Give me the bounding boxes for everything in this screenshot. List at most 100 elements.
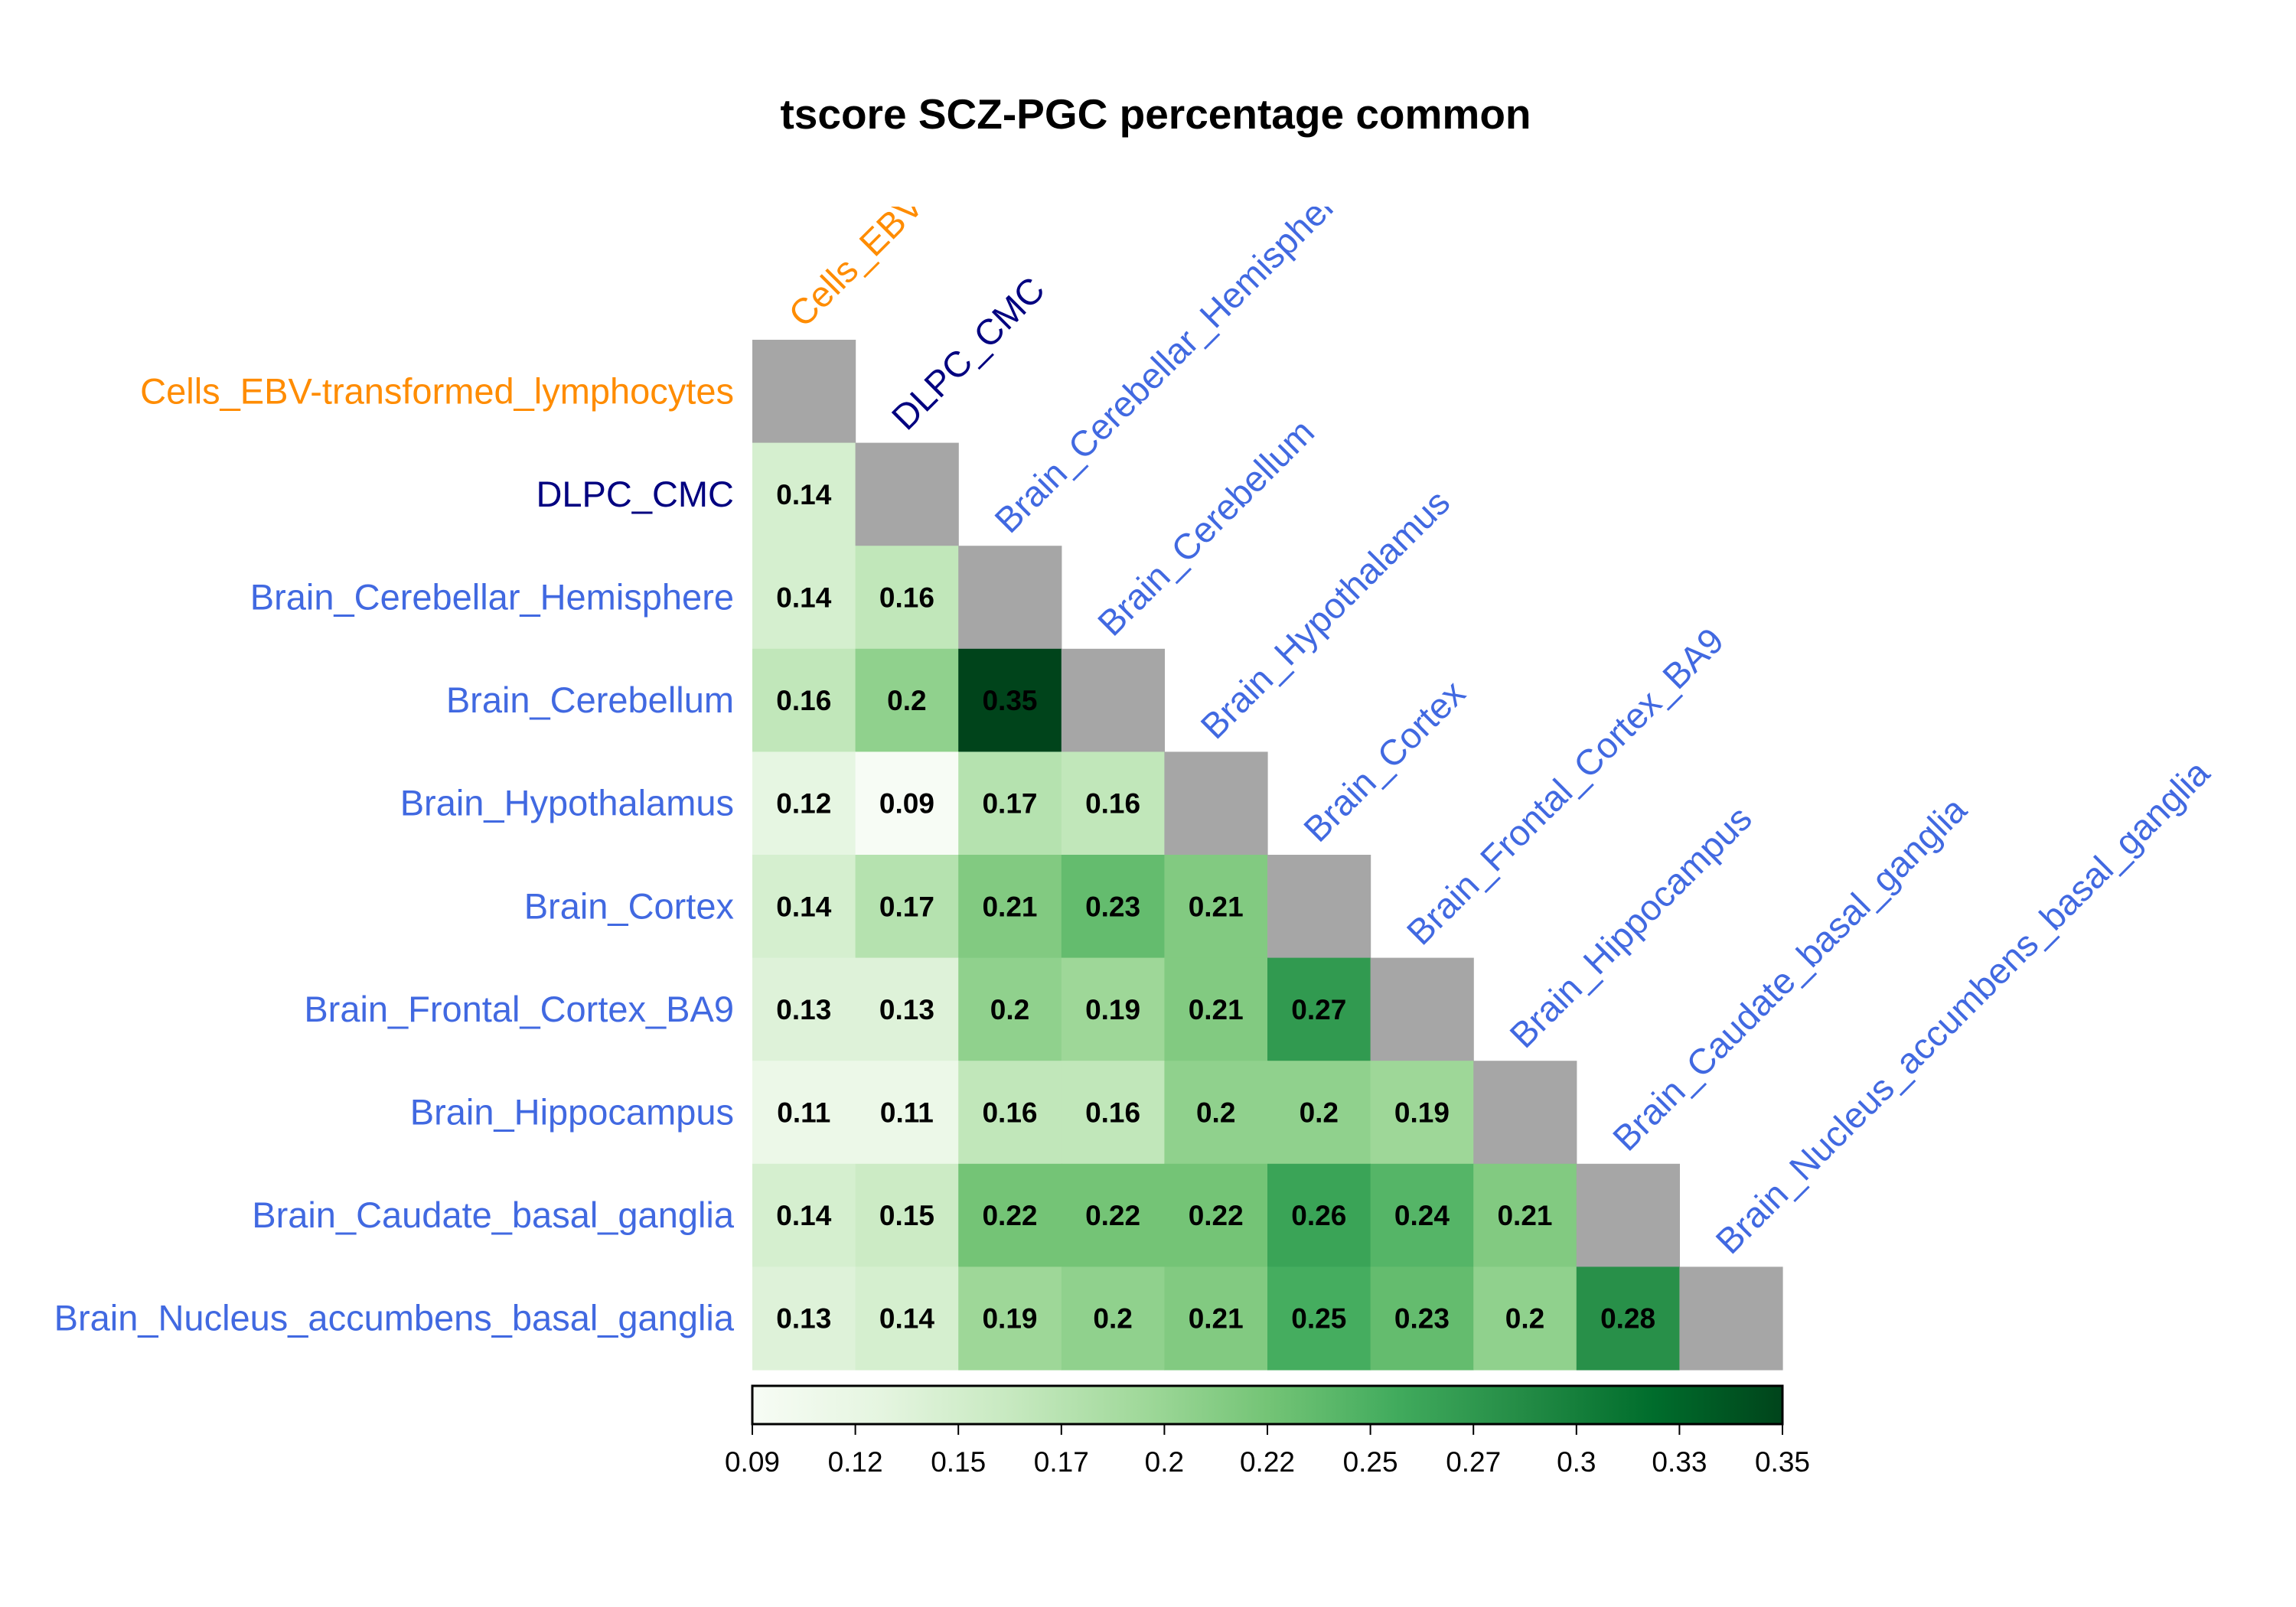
cell-value-label: 0.2 [1300,1097,1339,1129]
cell-value-label: 0.23 [1085,891,1140,922]
heatmap-cell [1473,1266,1577,1371]
heatmap-cell [855,751,959,856]
heatmap-cell [1370,1061,1474,1165]
cell-value-label: 0.2 [990,994,1029,1025]
column-label: Brain_Caudate_basal_ganglia [1605,788,1975,1158]
cell-value-label: 0.21 [1189,994,1244,1025]
cell-value-label: 0.19 [982,1303,1037,1335]
heatmap-cell [855,1163,959,1267]
heatmap-cell [1164,1061,1268,1165]
heatmap-cell [752,1163,856,1267]
row-label: Brain_Cerebellar_Hemisphere [250,577,734,618]
diagonal-cell [752,340,856,444]
heatmap-cell [1576,1266,1680,1371]
cell-value-label: 0.16 [1085,788,1140,820]
color-legend-bar [751,1384,1784,1426]
heatmap-cell [1061,1163,1165,1267]
diagonal-cell [1267,855,1371,959]
color-legend-tick-label: 0.33 [1652,1446,1707,1478]
heatmap-cell [855,1266,959,1371]
heatmap-cell [752,1266,856,1371]
heatmap-cell [1164,957,1268,1061]
cell-value-label: 0.2 [887,685,926,716]
cell-value-label: 0.22 [1085,1200,1140,1231]
diagonal-cell [1679,1266,1783,1371]
cell-value-label: 0.13 [776,1303,831,1335]
cell-value-label: 0.13 [776,994,831,1025]
heatmap-cell [1267,1163,1371,1267]
row-label: Brain_Cortex [524,885,734,926]
heatmap-cell [752,751,856,856]
cell-value-label: 0.14 [776,479,831,510]
column-label: Brain_Cerebellar_Hemisphere [987,170,1358,541]
cell-value-label: 0.09 [879,788,934,820]
heatmap-cell [1267,1266,1371,1371]
cell-value-label: 0.27 [1291,994,1346,1025]
heatmap-cell [1267,957,1371,1061]
column-label: Brain_Cerebellum [1090,411,1322,643]
cell-value-label: 0.25 [1291,1303,1346,1335]
color-legend-tick-label: 0.15 [931,1446,986,1478]
cell-value-label: 0.13 [879,994,934,1025]
color-legend-tick-label: 0.09 [725,1446,780,1478]
row-label: Brain_Nucleus_accumbens_basal_ganglia [54,1298,735,1338]
cell-value-label: 0.17 [982,788,1037,820]
color-legend-tick-label: 0.22 [1240,1446,1295,1478]
diagonal-cell [1164,751,1268,856]
row-label: DLPC_CMC [536,474,734,514]
cell-value-label: 0.16 [982,1097,1037,1129]
cell-value-label: 0.14 [776,582,831,614]
column-label: Cells_EBV-transformed_lymphocytes [781,0,1229,334]
cell-value-label: 0.17 [879,891,934,922]
column-label: DLPC_CMC [883,269,1052,437]
cell-value-label: 0.15 [879,1200,934,1231]
cell-value-label: 0.11 [880,1097,934,1129]
diagonal-cell [958,546,1062,650]
chart-title: tscore SCZ-PGC percentage common [780,90,1531,138]
column-label: Brain_Cortex [1296,673,1473,849]
heatmap-cell [958,1266,1062,1371]
heatmap-cell [752,442,856,546]
diagonal-cell [1576,1163,1680,1267]
cell-value-label: 0.12 [776,788,831,820]
row-labels: Cells_EBV-transformed_lymphocytes DLPC_CM… [54,370,735,1338]
cell-value-label: 0.14 [776,891,831,922]
heatmap-cell [855,957,959,1061]
heatmap-cell [1164,1163,1268,1267]
heatmap-cell [1061,855,1165,959]
cell-value-label: 0.19 [1394,1097,1450,1129]
color-legend-tick-label: 0.35 [1755,1446,1810,1478]
cell-value-label: 0.21 [1189,891,1244,922]
heatmap-cell [1061,957,1165,1061]
color-legend-tick-label: 0.17 [1034,1446,1089,1478]
diagonal-cell [1473,1061,1577,1165]
heatmap-cell [752,546,856,650]
cell-value-label: 0.21 [1189,1303,1244,1335]
diagonal-cell [1061,648,1165,752]
heatmap-cell [1267,1061,1371,1165]
row-label: Brain_Cerebellum [446,680,734,720]
row-label: Brain_Hypothalamus [400,783,734,823]
heatmap-cell [855,546,959,650]
cell-value-label: 0.23 [1394,1303,1450,1335]
cell-value-label: 0.19 [1085,994,1140,1025]
row-label: Cells_EBV-transformed_lymphocytes [140,370,734,411]
heatmap-cell [1061,751,1165,856]
heatmap-cell [958,751,1062,856]
heatmap-cell [855,648,959,752]
cell-value-label: 0.16 [879,582,934,614]
cell-value-label: 0.2 [1093,1303,1132,1335]
heatmap-cell [855,855,959,959]
heatmap-cell [958,957,1062,1061]
heatmap-cell [1473,1163,1577,1267]
cell-value-label: 0.35 [982,685,1037,716]
cell-value-label: 0.22 [1189,1200,1244,1231]
cell-value-label: 0.16 [776,685,831,716]
heatmap-cell [1164,1266,1268,1371]
cell-value-label: 0.21 [1497,1200,1552,1231]
heatmap-cell [958,1061,1062,1165]
heatmap-cell [958,648,1062,752]
heatmap-cell [958,855,1062,959]
heatmap-cell [1370,1163,1474,1267]
heatmap-cell [1370,1266,1474,1371]
